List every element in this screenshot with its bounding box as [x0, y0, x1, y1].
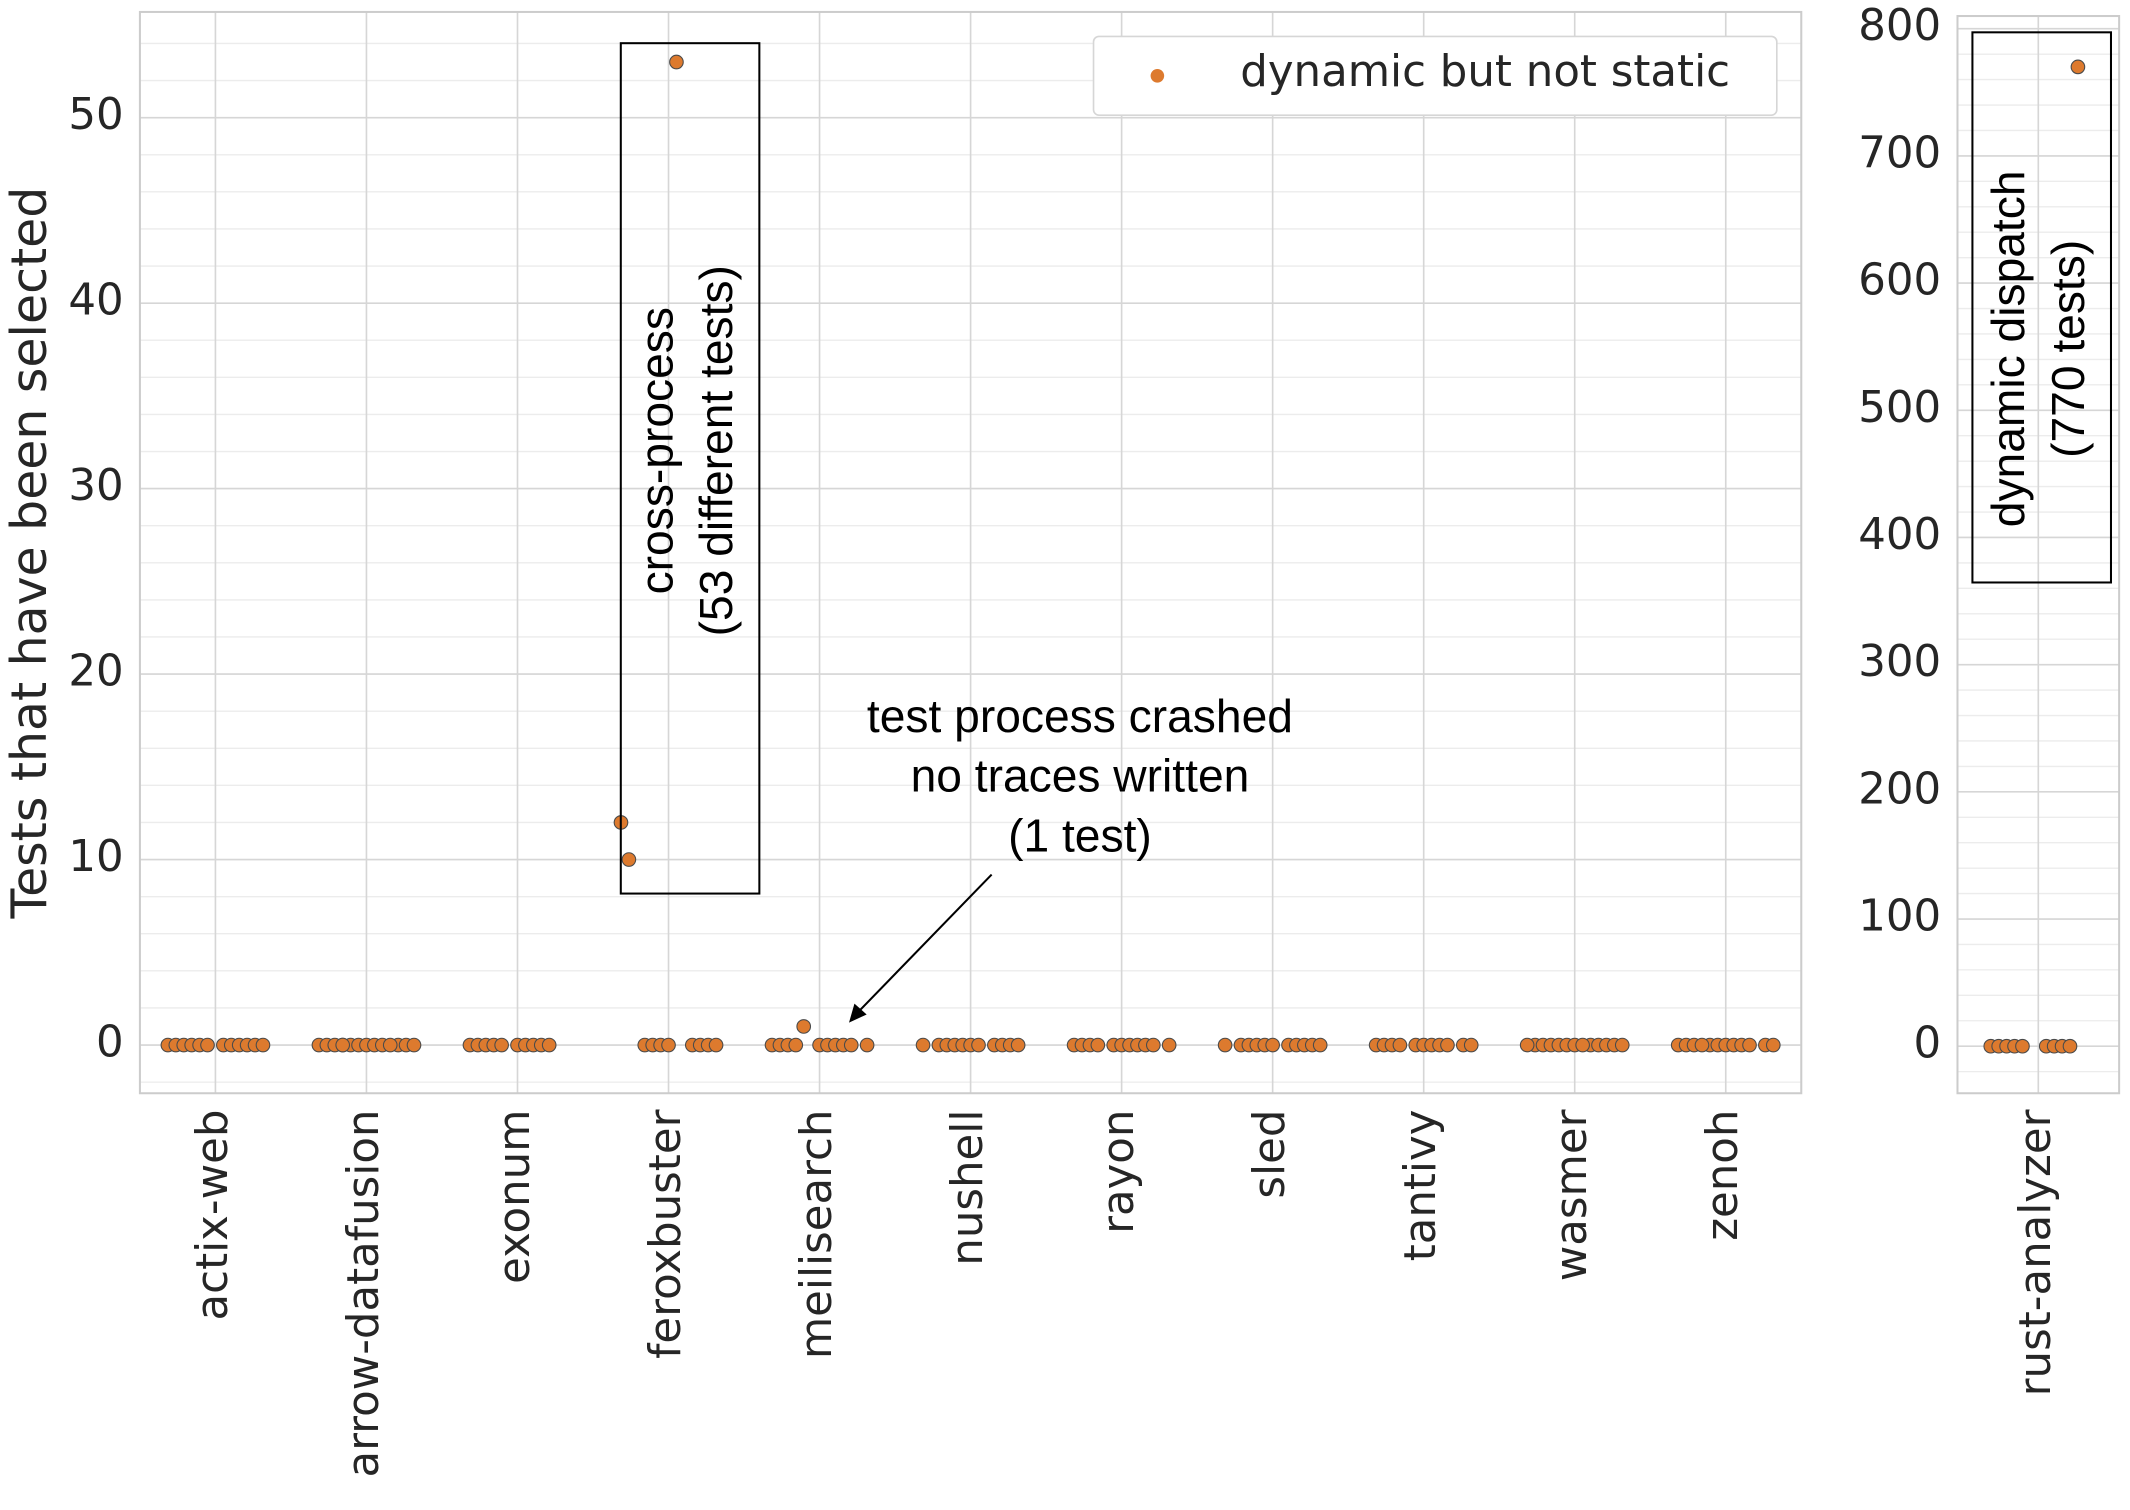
point [1161, 1037, 1177, 1053]
point [1742, 1037, 1757, 1053]
x-tick-label: rust-analyzer [2011, 1109, 2061, 1396]
point [1145, 1037, 1161, 1053]
legend-label: dynamic but not static [1240, 47, 1730, 97]
point [406, 1037, 422, 1053]
y-tick-label: 30 [68, 461, 123, 511]
point [1265, 1037, 1280, 1053]
annotation-text: cross-process [630, 307, 682, 594]
x-tick-label: rayon [1094, 1110, 1144, 1234]
point [1440, 1037, 1455, 1053]
point [382, 1037, 398, 1053]
annotation-text: dynamic dispatch [1982, 170, 2034, 527]
point [859, 1037, 875, 1053]
plot-frame [1956, 15, 2121, 1095]
point [1217, 1037, 1233, 1053]
y-tick-label: 400 [1858, 510, 1941, 560]
y-tick-label: 10 [68, 832, 123, 882]
legend-box [1092, 35, 1778, 117]
y-tick-label: 20 [68, 647, 123, 697]
point [335, 1037, 351, 1053]
plot-frame [138, 10, 1803, 1095]
annotation-text: (1 test) [1008, 809, 1152, 861]
point [200, 1037, 215, 1053]
y-tick-label: 800 [1858, 1, 1941, 51]
point [2015, 1038, 2030, 1054]
x-tick-label: nushell [943, 1110, 993, 1266]
x-tick-label: tantivy [1396, 1110, 1446, 1262]
annotation-text: (770 tests) [2042, 240, 2094, 458]
point [971, 1037, 986, 1053]
x-tick-label: exonum [490, 1110, 540, 1284]
annotation-text: no traces written [911, 750, 1250, 802]
x-tick-label: arrow-datafusion [339, 1110, 389, 1478]
point [915, 1037, 931, 1053]
y-tick-label: 300 [1858, 637, 1941, 687]
point [255, 1037, 271, 1053]
y-tick-label: 100 [1858, 892, 1941, 942]
x-tick-label: actix-web [188, 1110, 238, 1321]
point [788, 1037, 804, 1053]
legend-marker [1150, 68, 1165, 83]
point [843, 1037, 859, 1053]
y-tick-label: 50 [68, 90, 123, 140]
y-tick-label: 0 [1914, 1019, 1942, 1069]
y-tick-label: 500 [1858, 383, 1941, 433]
point [1392, 1037, 1408, 1053]
x-tick-label: sled [1245, 1110, 1295, 1199]
y-tick-label: 700 [1858, 128, 1941, 178]
point [1614, 1037, 1630, 1053]
point [541, 1037, 557, 1053]
x-tick-label: wasmer [1547, 1109, 1597, 1281]
point [621, 852, 637, 867]
point [661, 1037, 676, 1053]
y-tick-label: 600 [1858, 256, 1941, 306]
x-tick-label: meilisearch [792, 1110, 842, 1360]
point [1694, 1037, 1710, 1053]
point [2062, 1038, 2078, 1054]
point [1463, 1037, 1479, 1053]
y-tick-label: 0 [96, 1018, 124, 1068]
y-tick-label: 200 [1858, 764, 1941, 814]
annotation-text: (53 different tests) [690, 265, 742, 636]
point [669, 54, 684, 70]
point [494, 1037, 509, 1053]
point [1090, 1037, 1106, 1053]
point [1575, 1037, 1590, 1053]
annotation-text: test process crashed [867, 690, 1293, 742]
y-axis-label: Tests that have been selected [1, 187, 58, 920]
x-tick-label: feroxbuster [641, 1109, 691, 1358]
point [708, 1037, 724, 1053]
point [2070, 59, 2086, 75]
annotation-arrow [855, 873, 993, 1016]
point [1519, 1037, 1535, 1053]
x-tick-label: zenoh [1698, 1110, 1748, 1241]
arrow-head [849, 1003, 867, 1023]
point [1010, 1037, 1026, 1053]
point [1765, 1037, 1781, 1053]
y-tick-label: 40 [68, 276, 123, 326]
point [796, 1019, 812, 1034]
point [1312, 1037, 1328, 1053]
annotation-box [619, 42, 761, 895]
annotation-box [1971, 31, 2113, 584]
